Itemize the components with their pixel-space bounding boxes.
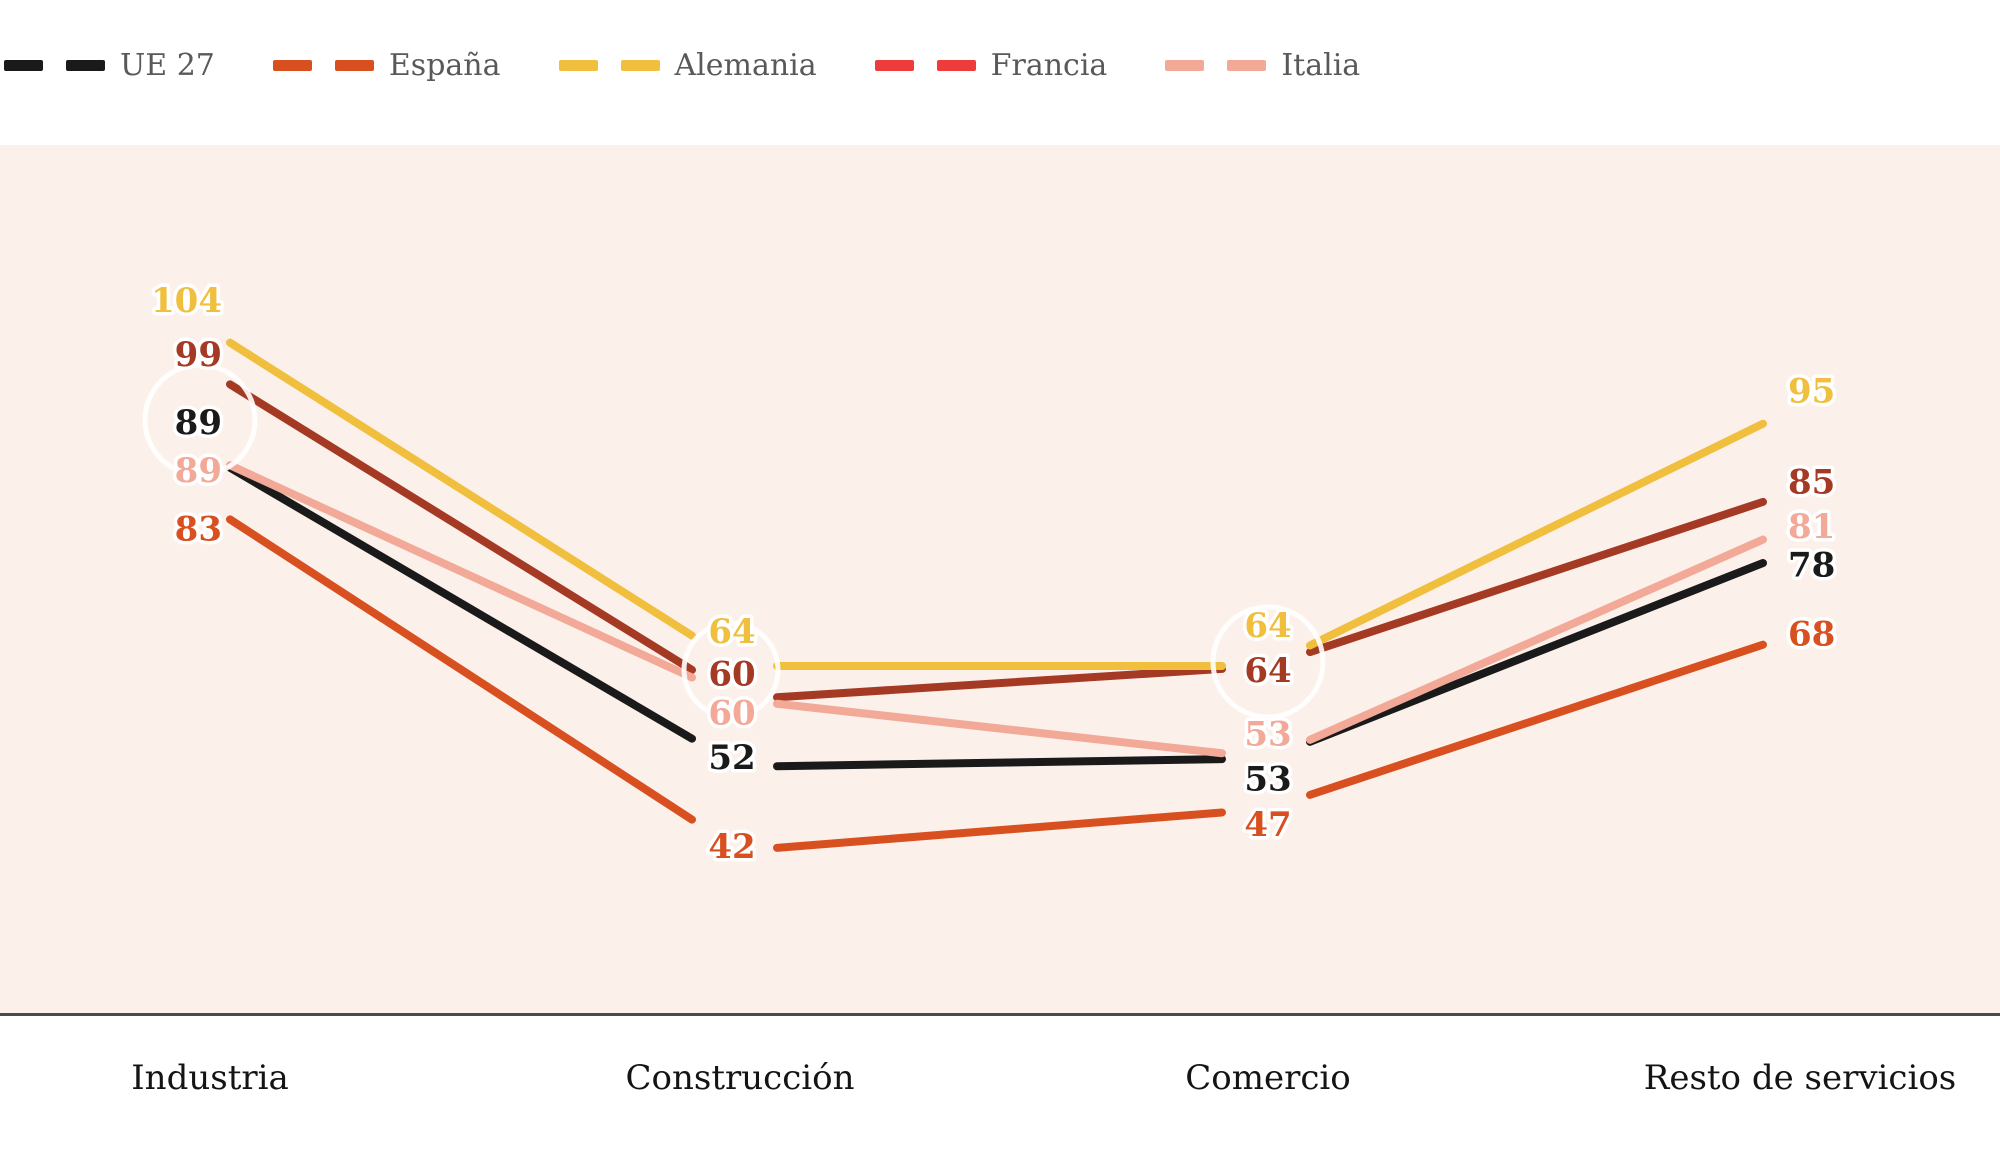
- value-label-alemania-construccion: 64: [708, 612, 755, 652]
- label-halo-ring: [681, 620, 781, 720]
- value-label-ue-27-resto-de-servicios: 78: [1788, 545, 1835, 585]
- legend-dash-icon: [4, 60, 43, 71]
- value-label-francia-industria: 99: [175, 335, 222, 375]
- value-label-italia-construccion: 60: [708, 694, 755, 734]
- category-label-construccion: Construcción: [626, 1058, 855, 1098]
- legend-dash-icon: [620, 60, 660, 71]
- value-label-italia-industria: 89: [175, 451, 222, 491]
- category-label-industria: Industria: [131, 1058, 289, 1098]
- label-halo-ring: [1210, 604, 1326, 720]
- legend-label-espana: España: [388, 48, 501, 83]
- series-line-espana: [226, 515, 1767, 852]
- line-segment: [226, 338, 696, 640]
- legend-label-italia: Italia: [1281, 48, 1361, 83]
- legend-item-ue-27: UE 27: [4, 48, 215, 83]
- chart-legend: UE 27 España Alemania Francia Italia: [4, 48, 1360, 83]
- line-segment: [773, 755, 1226, 771]
- legend-label-ue-27: UE 27: [120, 48, 215, 83]
- value-label-ue-27-comercio: 53: [1244, 759, 1291, 799]
- legend-label-francia: Francia: [990, 48, 1108, 83]
- legend-dash-icon: [1165, 60, 1267, 71]
- series-line-francia: [226, 380, 1767, 702]
- value-label-alemania-industria: 104: [151, 281, 222, 321]
- value-label-espana-comercio: 47: [1244, 805, 1291, 845]
- legend-dash-icon: [1227, 60, 1267, 71]
- line-segment: [773, 699, 1226, 758]
- label-halo-ring: [142, 362, 258, 478]
- line-segment: [1306, 535, 1767, 744]
- value-label-alemania-resto-de-servicios: 95: [1788, 372, 1835, 412]
- legend-dash-icon: [66, 60, 105, 71]
- line-segment: [226, 463, 696, 743]
- legend-item-francia: Francia: [874, 48, 1108, 83]
- legend-dash-icon: [558, 60, 598, 71]
- line-segment: [1306, 497, 1767, 657]
- plot-area: [0, 145, 2000, 1013]
- line-segment: [1306, 559, 1767, 746]
- legend-dash-icon: [1165, 60, 1205, 71]
- value-label-francia-construccion: 60: [708, 655, 755, 695]
- series-line-ue-27: [226, 463, 1767, 771]
- line-segment: [226, 380, 696, 674]
- legend-dash-icon: [272, 60, 312, 71]
- legend-dash-icon: [4, 60, 105, 71]
- line-segment: [1306, 419, 1767, 650]
- series-line-italia: [226, 461, 1767, 758]
- legend-dash-icon: [936, 60, 976, 71]
- value-label-espana-resto-de-servicios: 68: [1788, 614, 1835, 654]
- value-label-francia-comercio: 64: [1244, 651, 1291, 691]
- legend-dash-icon: [558, 60, 660, 71]
- line-segment: [226, 461, 696, 682]
- legend-dash-icon: [272, 60, 374, 71]
- value-label-italia-resto-de-servicios: 81: [1788, 507, 1835, 547]
- legend-dash-icon: [874, 60, 914, 71]
- legend-dash-icon: [874, 60, 976, 71]
- legend-label-alemania: Alemania: [674, 48, 817, 83]
- value-label-ue-27-construccion: 52: [708, 738, 755, 778]
- value-label-italia-comercio: 53: [1244, 714, 1291, 754]
- line-segment: [226, 515, 696, 824]
- value-label-espana-construccion: 42: [708, 827, 755, 867]
- category-label-resto-de-servicios: Resto de servicios: [1644, 1058, 1957, 1098]
- line-segment: [773, 808, 1226, 852]
- legend-dash-icon: [334, 60, 374, 71]
- line-segment: [773, 664, 1226, 702]
- category-label-comercio: Comercio: [1185, 1058, 1350, 1098]
- legend-item-italia: Italia: [1165, 48, 1360, 83]
- legend-item-espana: España: [272, 48, 501, 83]
- line-segment: [1306, 640, 1767, 799]
- series-line-alemania: [226, 338, 1767, 670]
- value-label-ue-27-industria: 89: [175, 403, 222, 443]
- value-label-francia-resto-de-servicios: 85: [1788, 463, 1835, 503]
- legend-item-alemania: Alemania: [558, 48, 817, 83]
- value-label-alemania-comercio: 64: [1244, 606, 1291, 646]
- value-label-espana-industria: 83: [175, 509, 222, 549]
